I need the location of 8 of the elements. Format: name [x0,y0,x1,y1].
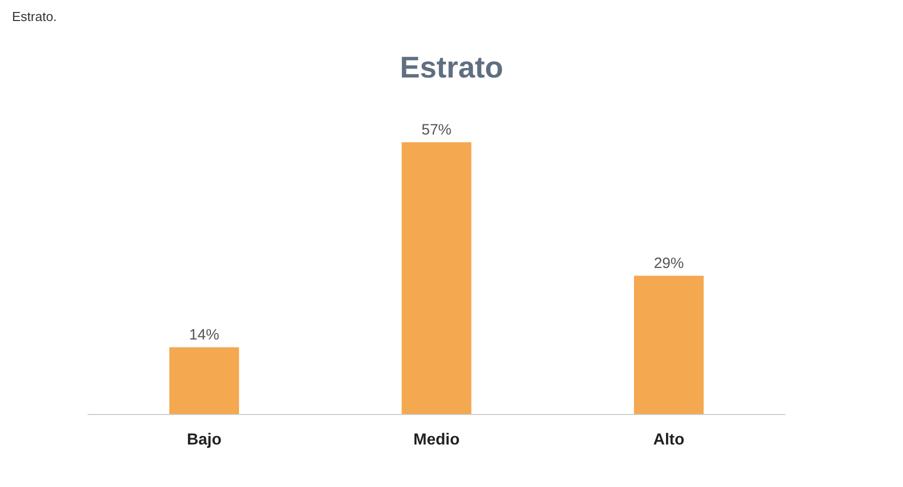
x-tick-label: Alto [653,432,685,448]
text: Estrato. [12,9,57,24]
x-tick-label: Medio [413,432,460,448]
x-tick-label: Bajo [186,432,222,448]
chart-title: Estrato [400,52,504,84]
data-label: 29% [654,254,684,272]
data-label: 14% [189,326,220,344]
data-label: 57% [421,121,452,138]
